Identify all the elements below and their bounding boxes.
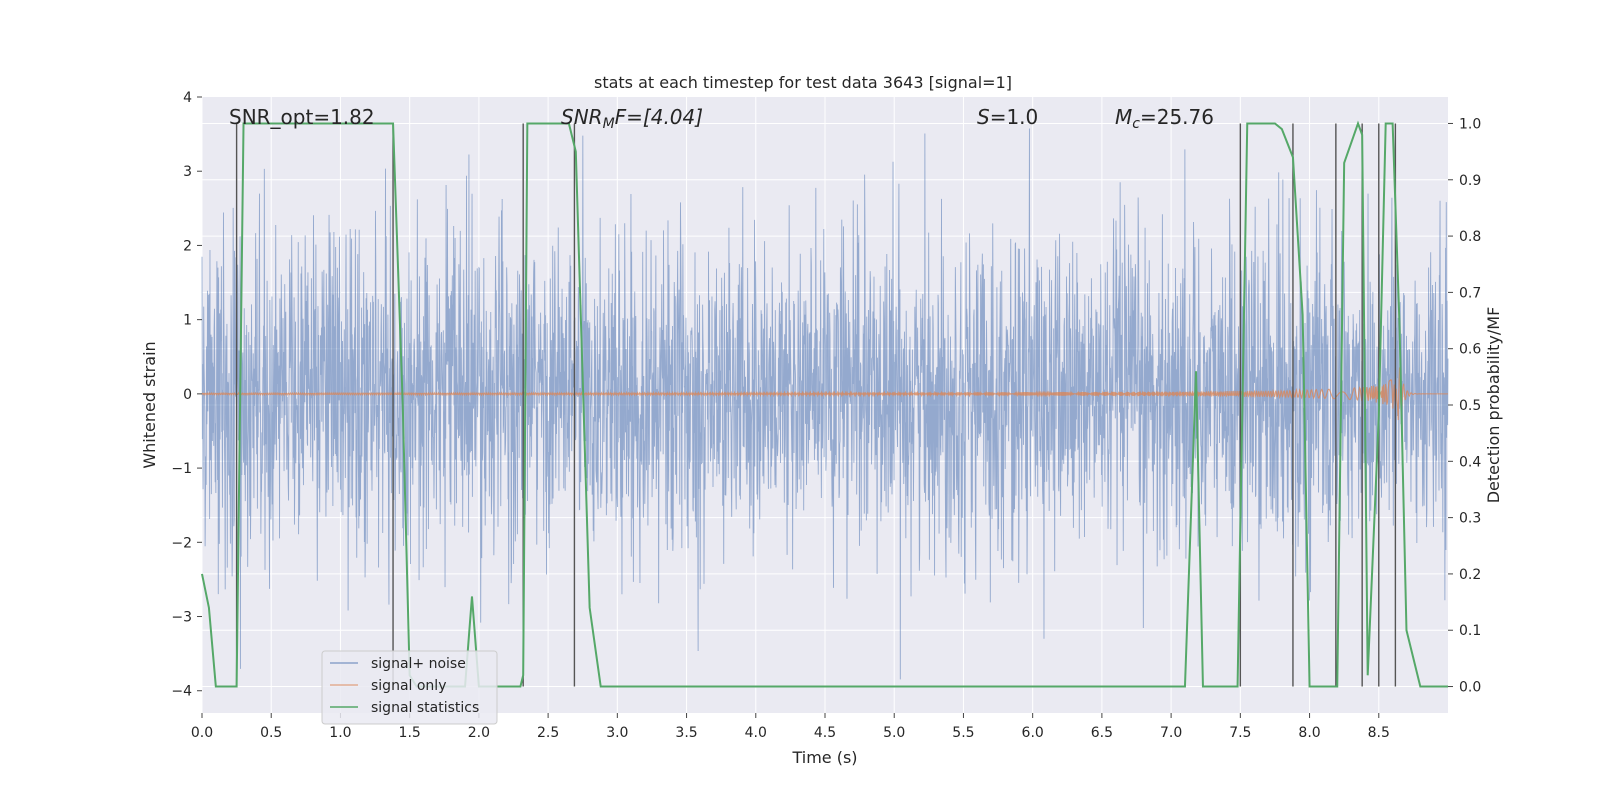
annotation-snr-opt: SNR_opt=1.82 (229, 105, 375, 129)
x-tick-label: 5.5 (952, 725, 974, 741)
x-tick-label: 4.0 (745, 725, 767, 741)
legend-entry-signal-only: signal only (330, 678, 446, 694)
x-axis-label: Time (s) (791, 748, 857, 767)
y-axis-right-ticks: 1.0 0.9 0.8 0.7 0.6 0.5 0.4 0.3 0.2 0.1 0.0 (1448, 116, 1481, 696)
x-tick-label: 3.0 (606, 725, 628, 741)
y-right-tick-label: 0.7 (1459, 285, 1481, 301)
annotation-s: S=1.0 (977, 105, 1038, 129)
y-right-tick-label: 0.1 (1459, 623, 1481, 639)
y-left-tick-label: 1 (183, 313, 192, 329)
x-tick-label: 7.5 (1229, 725, 1251, 741)
series-signal-only (201, 367, 1448, 421)
y-right-tick-label: 0.6 (1459, 342, 1481, 358)
x-tick-label: 7.0 (1160, 725, 1182, 741)
y-left-tick-label: −2 (171, 535, 192, 551)
annotation-mc-base: M (1115, 105, 1132, 129)
y-left-tick-label: 3 (183, 164, 192, 180)
legend-label-signal-only: signal only (371, 678, 446, 694)
annotation-snr-mf-base: SNR (561, 105, 603, 129)
y-left-tick-label: 0 (183, 387, 192, 403)
annotation-snr-mf-rest: F=[4.04] (615, 105, 703, 129)
y-left-tick-label: 2 (183, 238, 192, 254)
legend-entry-signal-noise: signal+ noise (330, 656, 466, 672)
y-right-tick-label: 1.0 (1459, 116, 1481, 132)
x-tick-label: 8.0 (1298, 725, 1320, 741)
x-tick-label: 8.5 (1368, 725, 1390, 741)
x-tick-label: 1.0 (329, 725, 351, 741)
line-signal-only (201, 367, 1448, 421)
y-right-tick-label: 0.0 (1459, 680, 1481, 696)
annotation-snr-mf-sub: M (603, 116, 615, 132)
y-left-tick-label: 4 (183, 90, 192, 106)
x-tick-label: 3.5 (675, 725, 697, 741)
legend-label-signal-statistics: signal statistics (371, 700, 479, 716)
x-tick-label: 0.5 (260, 725, 282, 741)
x-tick-label: 6.0 (1022, 725, 1044, 741)
y-left-tick-label: −1 (171, 461, 192, 477)
x-tick-label: 5.0 (883, 725, 905, 741)
x-tick-label: 0.0 (191, 725, 213, 741)
annotation-mc: Mc=25.76 (1115, 105, 1214, 132)
x-tick-label: 4.5 (814, 725, 836, 741)
legend-box (321, 650, 498, 725)
x-axis-ticks: 0.0 0.5 1.0 1.5 2.0 2.5 3.0 3.5 4.0 4.5 5.0 5.5 6.0 6… (191, 713, 1390, 741)
y-right-tick-label: 0.3 (1459, 511, 1481, 527)
y-right-tick-label: 0.9 (1459, 173, 1481, 189)
annotation-snr-mf: SNRMF=[4.04] (561, 105, 703, 132)
chart-title: stats at each timestep for test data 364… (594, 73, 1012, 92)
y-left-tick-label: −3 (171, 610, 192, 626)
series-signal-statistics (201, 120, 1448, 688)
y-right-tick-label: 0.8 (1459, 229, 1481, 245)
line-signal-statistics (201, 120, 1448, 688)
y-right-tick-label: 0.5 (1459, 398, 1481, 414)
x-tick-label: 2.5 (537, 725, 559, 741)
legend-entry-signal-statistics: signal statistics (330, 700, 479, 716)
annotation-mc-sub: c (1132, 116, 1140, 132)
x-tick-label: 2.0 (468, 725, 490, 741)
y-left-tick-label: −4 (171, 684, 192, 700)
legend-label-signal-noise: signal+ noise (371, 656, 466, 672)
y-axis-left-ticks: 4 3 2 1 0 −1 −2 −3 −4 (171, 90, 202, 700)
y-right-tick-label: 0.2 (1459, 567, 1481, 583)
legend: signal+ noise signal only signal statist… (321, 650, 498, 725)
x-tick-label: 6.5 (1091, 725, 1113, 741)
y-right-tick-label: 0.4 (1459, 454, 1481, 470)
x-tick-label: 1.5 (399, 725, 421, 741)
annotation-mc-rest: =25.76 (1140, 105, 1214, 129)
annotation-s-rest: =1.0 (990, 105, 1039, 129)
y-axis-left-label: Whitened strain (140, 341, 159, 468)
y-axis-right-label: Detection probability/MF (1484, 307, 1503, 504)
annotation-s-base: S (977, 105, 990, 129)
